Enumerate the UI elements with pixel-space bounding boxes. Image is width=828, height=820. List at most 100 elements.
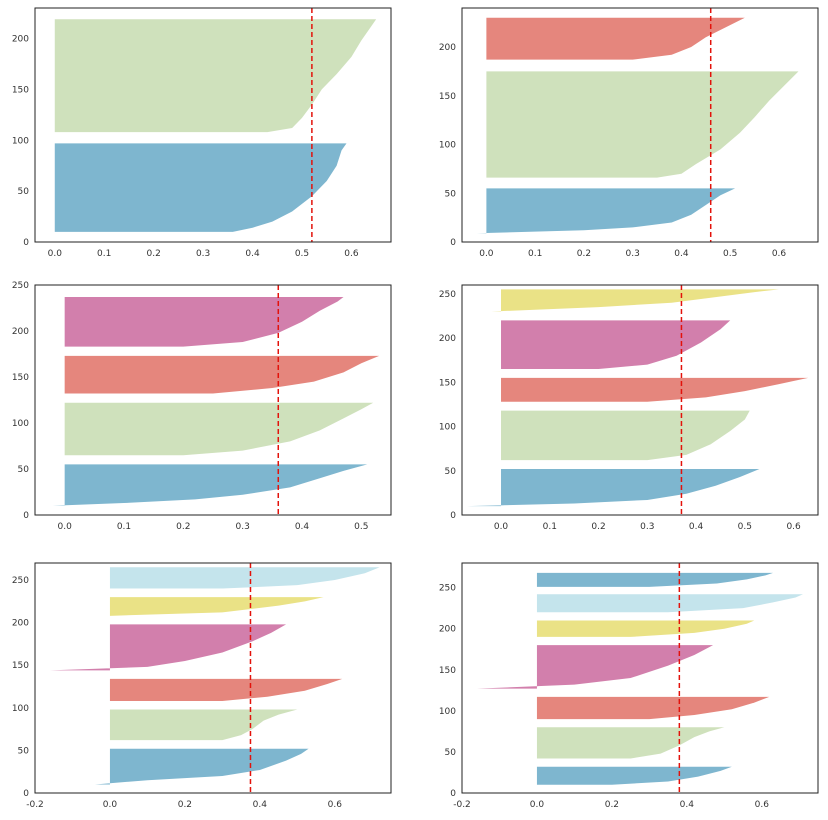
y-tick-label: 150 [12,373,29,383]
x-tick-label: 0.6 [344,249,359,259]
y-tick-label: 50 [445,189,457,199]
x-tick-label: 0.5 [738,522,752,532]
y-tick-label: 0 [450,511,456,521]
y-tick-label: 0 [23,511,29,521]
cluster-5-silhouette [491,289,779,312]
silhouette-plot-1: 0.0 0.1 0.2 0.3 0.4 0.5 0.6 0 50 100 150 200 [12,7,392,259]
cluster-1-silhouette [536,766,732,785]
cluster-4-silhouette [476,645,714,689]
silhouette-plot-3: 0.0 0.1 0.2 0.3 0.4 0.5 0 50 100 150 200 250 [12,281,392,532]
silhouette-plot-2: 0.0 0.1 0.2 0.3 0.4 0.5 0.6 0 50 100 150 200 [439,7,819,259]
y-tick-label: 250 [439,290,456,300]
x-tick-label: 0.6 [786,522,801,532]
x-tick-label: 0.5 [354,522,368,532]
cluster-1-silhouette [94,748,309,785]
y-tick-label: 150 [439,92,456,102]
y-tick-label: 150 [12,661,29,671]
silhouette-plot-5: -0.2 0.0 0.2 0.4 0.6 0 50 100 150 200 250 [12,562,392,810]
x-tick-label: 0.0 [58,522,73,532]
y-tick-label: 200 [439,625,456,635]
x-tick-label: 0.1 [528,249,542,259]
silhouette-plot-4: 0.0 0.1 0.2 0.3 0.4 0.5 0.6 0 50 100 150 200 250 [439,284,819,532]
x-tick-label: 0.6 [328,800,343,810]
x-tick-label: 0.4 [674,249,689,259]
y-tick-label: 150 [439,378,456,388]
y-tick-label: 50 [445,467,457,477]
y-tick-label: 100 [439,707,456,717]
x-tick-label: 0.4 [689,522,704,532]
x-tick-label: 0.0 [48,249,63,259]
x-tick-label: 0.4 [253,800,268,810]
x-tick-label: 0.4 [245,249,260,259]
cluster-5-silhouette [536,620,755,637]
cluster-4-silhouette [64,296,344,347]
cluster-3-silhouette [64,355,380,394]
x-tick-label: 0.6 [772,249,787,259]
cluster-3-silhouette [501,377,809,402]
x-tick-label: 0.3 [640,522,654,532]
y-tick-label: 100 [12,704,29,714]
x-tick-label: 0.2 [178,800,192,810]
y-tick-label: 150 [12,85,29,95]
y-tick-label: 50 [18,746,30,756]
cluster-7-silhouette [536,572,774,587]
y-tick-label: 250 [12,576,29,586]
x-tick-label: 0.1 [97,249,111,259]
cluster-1-silhouette [52,464,368,506]
cluster-1-silhouette [466,469,760,507]
cluster-6-silhouette [109,567,380,589]
y-tick-label: 0 [450,238,456,248]
x-tick-label: 0.2 [605,800,619,810]
x-tick-label: 0.6 [755,800,770,810]
x-tick-label: 0.3 [196,249,210,259]
y-tick-label: 150 [439,666,456,676]
x-tick-label: -0.2 [453,800,471,810]
cluster-2-silhouette [486,71,799,178]
x-tick-label: 0.2 [176,522,190,532]
x-tick-label: 0.3 [626,249,640,259]
cluster-2-silhouette [501,410,750,461]
x-tick-label: 0.2 [147,249,161,259]
cluster-1-silhouette [54,143,347,232]
cluster-4-silhouette [49,624,287,671]
cluster-3-silhouette [109,678,343,701]
plot-frame [461,562,819,794]
x-tick-label: 0.4 [295,522,310,532]
x-tick-label: 0.1 [117,522,131,532]
cluster-3-silhouette [486,17,745,60]
y-tick-label: 200 [12,327,29,337]
plot-frame [461,7,819,243]
x-tick-label: 0.5 [723,249,737,259]
y-tick-label: 0 [450,789,456,799]
x-tick-label: 0.3 [236,522,250,532]
x-tick-label: 0.0 [103,800,118,810]
cluster-5-silhouette [109,597,324,616]
y-tick-label: 250 [439,584,456,594]
plot-frame [461,284,819,516]
cluster-1-silhouette [476,188,736,234]
y-tick-label: 100 [12,136,29,146]
x-tick-label: -0.2 [26,800,44,810]
cluster-2-silhouette [536,727,725,759]
plot-frame [34,562,392,794]
plot-frame [34,7,392,243]
x-tick-label: 0.2 [577,249,591,259]
x-tick-label: 0.0 [479,249,494,259]
cluster-4-silhouette [501,320,731,370]
y-tick-label: 0 [23,789,29,799]
y-tick-label: 100 [439,141,456,151]
y-tick-label: 0 [23,238,29,248]
y-tick-label: 200 [12,35,29,45]
silhouette-plot-6: -0.2 0.0 0.2 0.4 0.6 0 50 100 150 200 250 [439,562,819,810]
y-tick-label: 100 [439,423,456,433]
cluster-3-silhouette [536,696,770,720]
x-tick-label: 0.5 [295,249,309,259]
y-tick-label: 200 [439,43,456,53]
y-tick-label: 200 [439,334,456,344]
y-tick-label: 100 [12,419,29,429]
x-tick-label: 0.4 [680,800,695,810]
cluster-6-silhouette [536,594,804,613]
x-tick-label: 0.0 [494,522,509,532]
y-tick-label: 50 [18,465,30,475]
